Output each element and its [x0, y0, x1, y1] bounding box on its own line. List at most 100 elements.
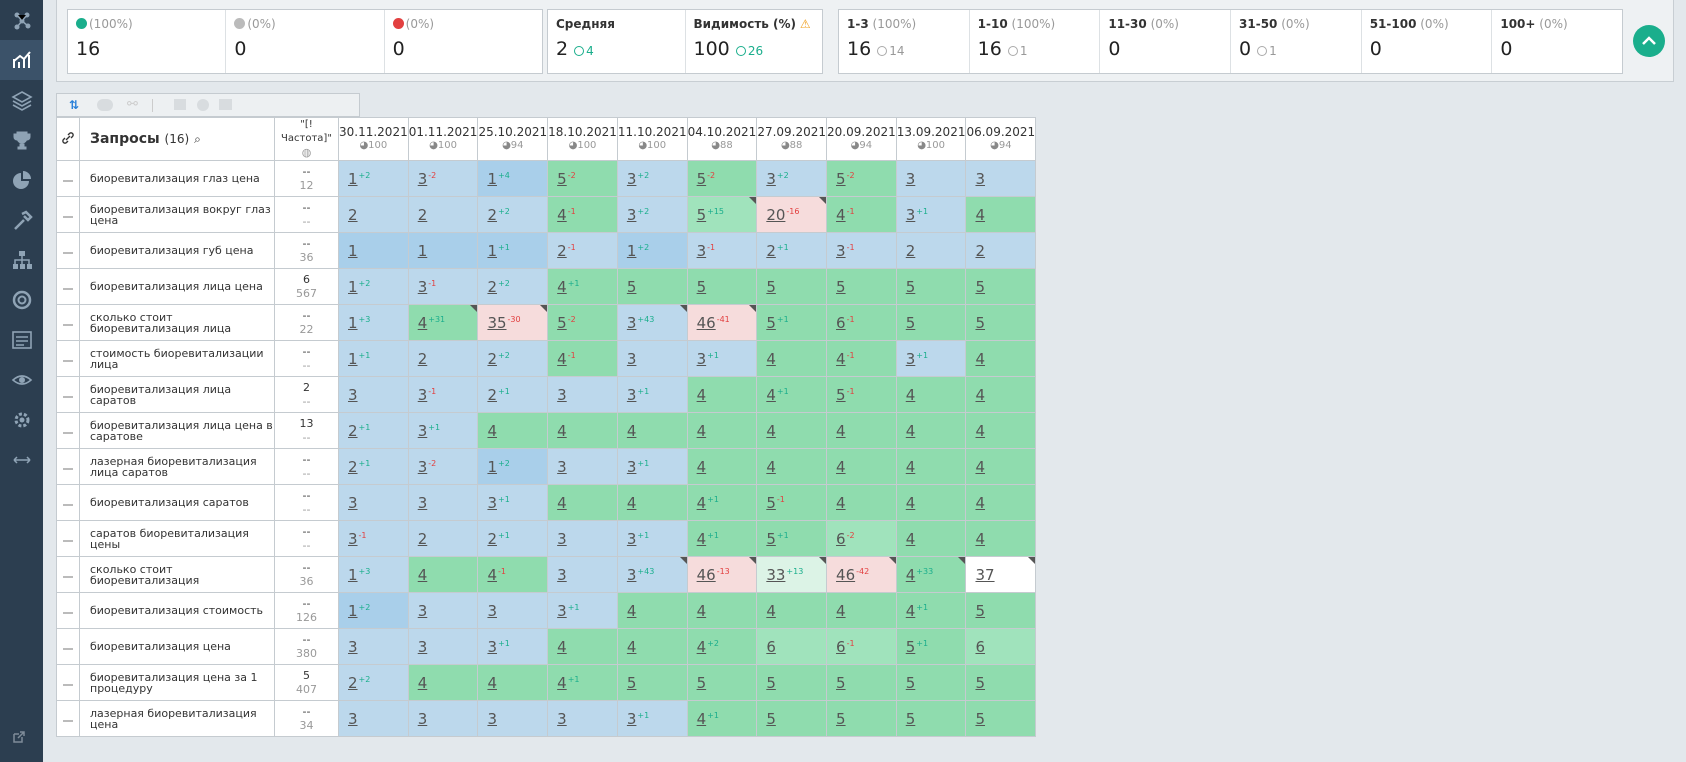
position-value[interactable]: 3 — [417, 709, 428, 728]
position-cell[interactable]: 3 — [407, 484, 479, 521]
position-value[interactable]: 5 — [836, 709, 846, 728]
position-value[interactable]: 2 — [487, 205, 497, 224]
position-cell[interactable]: 46-42 — [826, 556, 897, 593]
position-value[interactable]: 3 — [487, 709, 497, 728]
position-cell[interactable]: 4 — [686, 592, 758, 629]
position-cell[interactable]: 3+1 — [477, 628, 549, 665]
position-cell[interactable]: 3 — [965, 160, 1037, 197]
position-cell[interactable]: 37 — [965, 556, 1037, 593]
position-cell[interactable]: 4 — [547, 412, 618, 449]
position-value[interactable]: 1 — [348, 565, 358, 584]
position-cell[interactable]: 4+33 — [895, 556, 967, 593]
position-cell[interactable]: 1+2 — [338, 160, 409, 197]
position-cell[interactable]: 4 — [895, 376, 967, 413]
sidebar-item-hammer[interactable] — [0, 200, 43, 240]
position-value[interactable]: 5 — [557, 313, 567, 332]
position-value[interactable]: 4 — [836, 601, 846, 620]
position-cell[interactable]: 1+2 — [338, 592, 409, 629]
range-cell[interactable]: 1-10 (100%) 16 1 — [970, 10, 1101, 73]
position-value[interactable]: 4 — [626, 637, 637, 656]
position-value[interactable]: 3 — [487, 493, 497, 512]
position-value[interactable]: 4 — [975, 493, 986, 512]
position-value[interactable]: 3 — [905, 205, 916, 224]
date-column-header[interactable]: 25.10.2021 ◕94 — [477, 117, 549, 161]
position-value[interactable]: 4 — [696, 421, 707, 440]
position-cell[interactable]: 5 — [895, 268, 967, 305]
range-cell[interactable]: 1-3 (100%) 16 14 — [839, 10, 970, 73]
position-value[interactable]: 5 — [696, 277, 707, 296]
position-value[interactable]: 4 — [905, 601, 916, 620]
position-value[interactable]: 4 — [696, 529, 707, 548]
position-cell[interactable]: 3-1 — [407, 376, 479, 413]
position-cell[interactable]: 2 — [965, 232, 1037, 269]
position-cell[interactable]: 5 — [686, 268, 758, 305]
query-cell[interactable]: биоревитализация лица цена — [79, 268, 275, 305]
position-cell[interactable]: 35-30 — [477, 304, 549, 341]
position-cell[interactable]: 5 — [756, 700, 828, 737]
query-cell[interactable]: биоревитализация вокруг глаз цена — [79, 196, 275, 233]
position-cell[interactable]: 4 — [895, 520, 967, 557]
position-cell[interactable]: 2 — [407, 196, 479, 233]
position-cell[interactable]: 3+1 — [895, 196, 967, 233]
position-value[interactable]: 3 — [905, 349, 916, 368]
position-value[interactable]: 4 — [626, 493, 637, 512]
position-cell[interactable]: 1+2 — [338, 268, 409, 305]
position-value[interactable]: 1 — [487, 457, 497, 476]
date-column-header[interactable]: 18.10.2021 ◕100 — [547, 117, 618, 161]
position-value[interactable]: 33 — [766, 565, 786, 584]
position-value[interactable]: 2 — [417, 529, 428, 548]
position-cell[interactable]: 3 — [477, 592, 549, 629]
date-column-header[interactable]: 27.09.2021 ◕88 — [756, 117, 828, 161]
position-value[interactable]: 4 — [836, 457, 846, 476]
position-value[interactable]: 1 — [348, 349, 358, 368]
position-value[interactable]: 4 — [836, 205, 846, 224]
position-value[interactable]: 4 — [626, 601, 637, 620]
position-cell[interactable]: 3+1 — [616, 700, 688, 737]
position-cell[interactable]: 4 — [895, 484, 967, 521]
position-cell[interactable]: 4 — [756, 592, 828, 629]
position-value[interactable]: 5 — [836, 277, 846, 296]
position-cell[interactable]: 2 — [407, 340, 479, 377]
position-value[interactable]: 6 — [836, 313, 846, 332]
query-cell[interactable]: биоревитализация лица саратов — [79, 376, 275, 413]
position-value[interactable]: 3 — [557, 709, 567, 728]
position-value[interactable]: 4 — [905, 493, 916, 512]
row-toggle[interactable] — [56, 592, 80, 629]
position-value[interactable]: 6 — [766, 637, 776, 656]
position-cell[interactable]: 4-1 — [826, 196, 897, 233]
position-value[interactable]: 5 — [766, 277, 776, 296]
position-cell[interactable]: 5 — [756, 268, 828, 305]
position-cell[interactable]: 2+1 — [338, 448, 409, 485]
position-value[interactable]: 46 — [696, 565, 716, 584]
position-cell[interactable]: 3+43 — [616, 556, 688, 593]
date-column-header[interactable]: 06.09.2021 ◕94 — [965, 117, 1037, 161]
position-value[interactable]: 3 — [557, 601, 567, 620]
position-cell[interactable]: 5 — [895, 304, 967, 341]
position-cell[interactable]: 6 — [756, 628, 828, 665]
query-cell[interactable]: биоревитализация цена — [79, 628, 275, 665]
position-value[interactable]: 2 — [905, 241, 916, 260]
position-cell[interactable]: 5-1 — [756, 484, 828, 521]
position-cell[interactable]: 5-1 — [826, 376, 897, 413]
position-value[interactable]: 3 — [557, 457, 567, 476]
position-value[interactable]: 2 — [487, 277, 497, 296]
position-value[interactable]: 4 — [557, 421, 567, 440]
position-cell[interactable]: 3+43 — [616, 304, 688, 341]
position-value[interactable]: 4 — [696, 493, 707, 512]
position-value[interactable]: 4 — [975, 349, 986, 368]
position-cell[interactable]: 5+15 — [686, 196, 758, 233]
position-cell[interactable]: 4+2 — [686, 628, 758, 665]
position-value[interactable]: 20 — [766, 205, 786, 224]
position-value[interactable]: 5 — [975, 673, 986, 692]
position-value[interactable]: 4 — [975, 421, 986, 440]
position-cell[interactable]: 3 — [547, 376, 618, 413]
position-value[interactable]: 1 — [348, 313, 358, 332]
position-cell[interactable]: 2+1 — [477, 520, 549, 557]
position-cell[interactable]: 5 — [826, 700, 897, 737]
external-link-icon[interactable] — [12, 729, 26, 748]
position-value[interactable]: 3 — [487, 637, 497, 656]
sidebar-item-lifebuoy[interactable] — [0, 280, 43, 320]
position-cell[interactable]: 1+2 — [477, 448, 549, 485]
position-value[interactable]: 4 — [836, 493, 846, 512]
position-cell[interactable]: 3+2 — [616, 160, 688, 197]
